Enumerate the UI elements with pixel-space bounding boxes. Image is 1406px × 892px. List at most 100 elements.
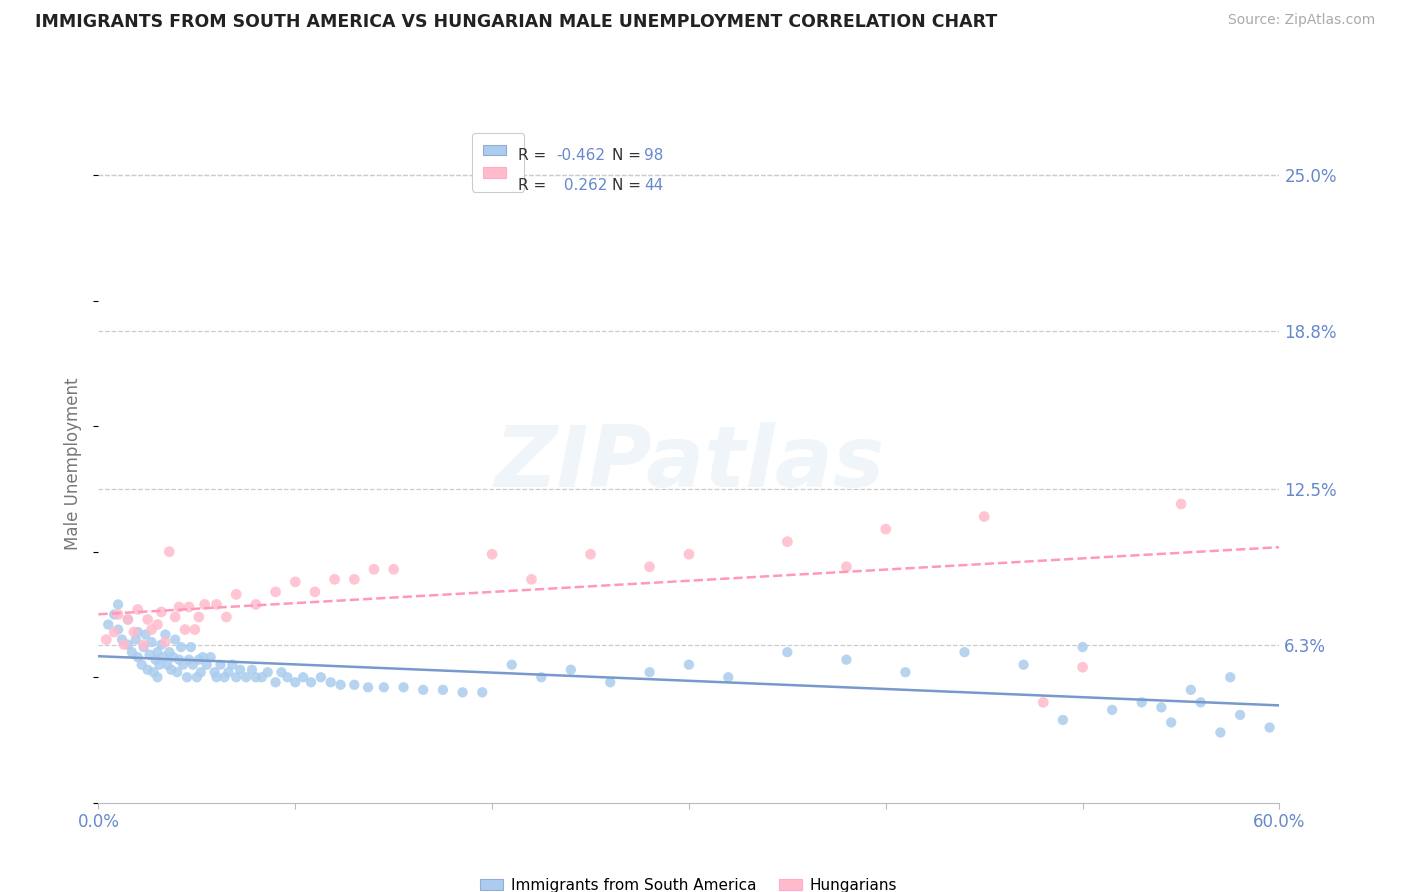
Text: R =: R =: [517, 148, 551, 163]
Point: [150, 605, 173, 619]
Point: [136, 663, 159, 677]
Y-axis label: Male Unemployment: Male Unemployment: [65, 377, 83, 550]
Text: N =: N =: [612, 148, 645, 163]
Text: 98: 98: [644, 148, 664, 163]
Point: [235, 670, 257, 684]
Point: [191, 650, 214, 665]
Point: [162, 650, 184, 665]
Point: [117, 613, 139, 627]
Text: 44: 44: [644, 178, 664, 194]
Point: [146, 617, 169, 632]
Point: [1180, 682, 1202, 697]
Point: [125, 632, 148, 647]
Point: [560, 663, 582, 677]
Point: [292, 670, 315, 684]
Point: [166, 665, 188, 680]
Point: [177, 599, 200, 614]
Point: [363, 562, 385, 576]
Point: [1258, 721, 1281, 735]
Point: [471, 685, 494, 699]
Point: [187, 653, 209, 667]
Point: [111, 632, 134, 647]
Point: [136, 613, 159, 627]
Point: [96, 632, 118, 647]
Text: -0.462: -0.462: [557, 148, 606, 163]
Point: [167, 599, 190, 614]
Point: [156, 657, 179, 672]
Point: [776, 645, 799, 659]
Point: [155, 627, 177, 641]
Point: [165, 632, 187, 647]
Point: [107, 598, 129, 612]
Point: [319, 675, 342, 690]
Point: [131, 657, 153, 672]
Point: [412, 682, 434, 697]
Text: ZIPatlas: ZIPatlas: [494, 422, 884, 506]
Point: [180, 640, 202, 654]
Point: [132, 640, 155, 654]
Point: [1032, 695, 1054, 709]
Point: [176, 670, 198, 684]
Point: [250, 670, 273, 684]
Point: [215, 610, 238, 624]
Point: [894, 665, 917, 680]
Point: [304, 585, 326, 599]
Text: 0.262: 0.262: [560, 178, 607, 194]
Point: [329, 678, 352, 692]
Point: [155, 635, 177, 649]
Point: [172, 657, 194, 672]
Point: [225, 670, 247, 684]
Point: [174, 623, 197, 637]
Point: [1071, 660, 1094, 674]
Text: N =: N =: [612, 178, 645, 194]
Point: [638, 665, 661, 680]
Point: [432, 682, 454, 697]
Point: [1130, 695, 1153, 709]
Point: [451, 685, 474, 699]
Point: [229, 663, 252, 677]
Point: [1052, 713, 1074, 727]
Point: [240, 663, 263, 677]
Point: [217, 665, 239, 680]
Point: [122, 625, 145, 640]
Point: [678, 547, 700, 561]
Point: [127, 625, 149, 640]
Point: [107, 623, 129, 637]
Point: [221, 657, 243, 672]
Text: IMMIGRANTS FROM SOUTH AMERICA VS HUNGARIAN MALE UNEMPLOYMENT CORRELATION CHART: IMMIGRANTS FROM SOUTH AMERICA VS HUNGARI…: [35, 13, 997, 31]
Point: [200, 650, 222, 665]
Point: [373, 681, 395, 695]
Point: [343, 572, 366, 586]
Point: [132, 638, 155, 652]
Point: [530, 670, 553, 684]
Point: [1209, 725, 1232, 739]
Point: [107, 607, 129, 622]
Point: [121, 645, 143, 659]
Point: [170, 640, 193, 654]
Point: [392, 681, 415, 695]
Point: [97, 617, 120, 632]
Point: [142, 665, 165, 680]
Point: [195, 657, 218, 672]
Point: [264, 585, 287, 599]
Point: [167, 653, 190, 667]
Text: R =: R =: [517, 178, 551, 194]
Point: [181, 657, 204, 672]
Point: [209, 657, 232, 672]
Point: [187, 610, 209, 624]
Point: [103, 625, 125, 640]
Point: [245, 670, 267, 684]
Legend: Immigrants from South America, Hungarians: Immigrants from South America, Hungarian…: [474, 871, 904, 892]
Point: [323, 572, 346, 586]
Point: [1150, 700, 1173, 714]
Point: [382, 562, 405, 576]
Point: [245, 598, 267, 612]
Point: [135, 627, 157, 641]
Point: [1229, 707, 1251, 722]
Point: [146, 645, 169, 659]
Point: [256, 665, 278, 680]
Point: [148, 657, 170, 672]
Point: [678, 657, 700, 672]
Point: [1160, 715, 1182, 730]
Text: Source: ZipAtlas.com: Source: ZipAtlas.com: [1227, 13, 1375, 28]
